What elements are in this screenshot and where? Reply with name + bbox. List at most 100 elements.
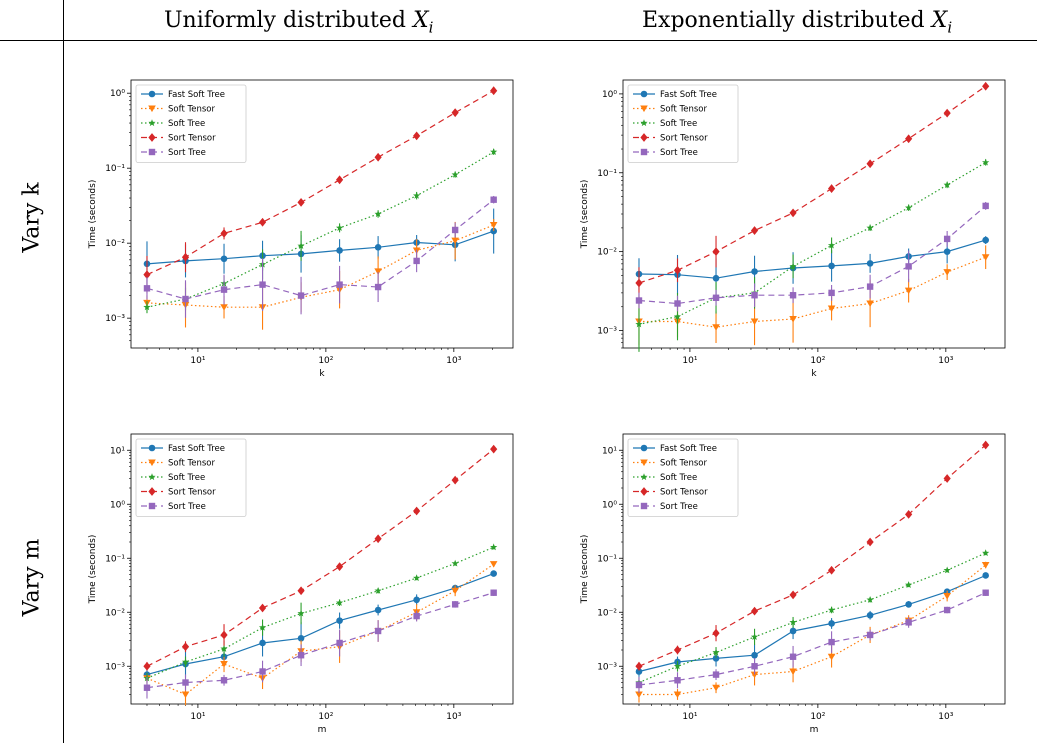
data-point <box>220 255 228 263</box>
data-point <box>490 227 497 235</box>
series-fast-soft-tree <box>143 208 497 287</box>
legend-marker <box>148 459 156 467</box>
data-point <box>866 159 874 169</box>
y-tick-label: 10⁰ <box>602 90 617 100</box>
data-point <box>712 655 720 662</box>
data-point <box>374 244 382 251</box>
data-point <box>789 292 797 299</box>
data-point <box>413 191 421 199</box>
plot-frame <box>622 433 1006 705</box>
data-point <box>259 668 266 675</box>
data-point <box>181 658 190 666</box>
series-soft-tensor <box>635 245 990 346</box>
chart-exponential-vary-m: 10¹ 10² 10³ 10⁻³ 10⁻² 10⁻¹ 10⁰ 10¹ m Time (second… <box>580 433 1006 735</box>
legend-label: Sort Tree <box>660 502 698 512</box>
data-point <box>413 131 421 141</box>
series-line <box>146 151 495 308</box>
data-point <box>905 203 913 211</box>
data-point <box>635 278 643 288</box>
data-point <box>451 601 459 608</box>
series-line <box>146 573 494 676</box>
legend-box <box>627 84 739 163</box>
legend-label: Soft Tensor <box>168 105 215 115</box>
data-point <box>751 663 758 670</box>
data-point <box>712 324 720 331</box>
series-soft-tree <box>635 158 990 352</box>
y-tick-label: 10⁻³ <box>105 314 125 324</box>
data-point <box>866 283 874 290</box>
x-tick-label: 10² <box>318 712 333 722</box>
data-point <box>451 226 459 234</box>
data-point <box>143 661 151 671</box>
data-point <box>220 630 228 640</box>
series-soft-tree <box>143 543 498 684</box>
legend-marker <box>148 444 156 452</box>
series-line <box>638 592 986 686</box>
data-point <box>751 268 758 275</box>
legend-marker <box>148 119 156 127</box>
legend-marker <box>640 133 648 142</box>
data-point <box>982 549 990 557</box>
legend-box <box>627 438 739 517</box>
data-point <box>673 265 682 275</box>
chart-exponential-vary-k: 10¹ 10² 10³ 10⁻³ 10⁻² 10⁻¹ 10⁰ k Time (seconds) F… <box>580 79 1006 379</box>
data-point <box>789 208 797 218</box>
data-point <box>490 589 497 596</box>
data-point <box>943 606 951 614</box>
data-point <box>751 292 758 299</box>
data-point <box>489 221 498 229</box>
data-point <box>905 509 913 519</box>
chart-uniform-vary-m: 10¹ 10² 10³ 10⁻³ 10⁻² 10⁻¹ 10⁰ 10¹ m Time (second… <box>88 433 514 735</box>
data-point <box>789 262 797 270</box>
data-point <box>789 668 797 676</box>
data-point <box>673 691 682 699</box>
data-point <box>827 184 836 193</box>
data-point <box>181 642 190 652</box>
data-point <box>490 570 497 577</box>
data-point <box>866 611 874 619</box>
data-point <box>982 158 990 166</box>
legend-marker <box>148 133 156 142</box>
legend-label: Soft Tree <box>660 119 697 129</box>
data-point <box>750 633 759 640</box>
data-point <box>220 677 228 684</box>
y-tick-label: 10⁻¹ <box>105 554 125 564</box>
data-point <box>905 263 912 270</box>
data-point <box>374 627 382 635</box>
data-point <box>451 587 459 595</box>
series-sort-tensor <box>143 86 498 294</box>
legend-marker <box>148 473 156 481</box>
data-point <box>943 108 951 118</box>
data-point <box>943 235 951 243</box>
data-point <box>335 175 344 185</box>
y-tick-label: 10⁻² <box>105 608 125 618</box>
data-point <box>943 474 951 483</box>
x-tick-label: 10¹ <box>190 356 205 366</box>
data-point <box>635 297 643 304</box>
data-point <box>635 661 643 671</box>
data-point <box>750 606 759 616</box>
legend-box <box>135 84 247 163</box>
y-tick-label: 10⁻² <box>597 608 617 618</box>
data-point <box>712 671 720 678</box>
y-tick-label: 10⁻³ <box>597 327 617 337</box>
y-axis-label: Time (seconds) <box>88 535 98 605</box>
legend-label: Sort Tree <box>660 148 698 158</box>
data-point <box>904 287 913 295</box>
data-point <box>182 679 189 686</box>
legend-label: Soft Tensor <box>660 105 707 115</box>
data-point <box>789 653 797 660</box>
legend-label: Soft Tensor <box>660 459 707 469</box>
data-point <box>635 691 643 699</box>
y-tick-label: 10⁰ <box>110 89 125 99</box>
data-point <box>258 217 267 227</box>
data-point <box>258 603 267 613</box>
series-soft-tensor <box>143 561 498 706</box>
legend-marker <box>640 119 648 127</box>
series-fast-soft-tree <box>143 570 497 681</box>
series-sort-tree <box>143 589 497 699</box>
data-point <box>905 619 912 626</box>
legend-marker <box>640 473 648 481</box>
data-point <box>297 292 305 299</box>
series-fast-soft-tree <box>635 572 989 677</box>
